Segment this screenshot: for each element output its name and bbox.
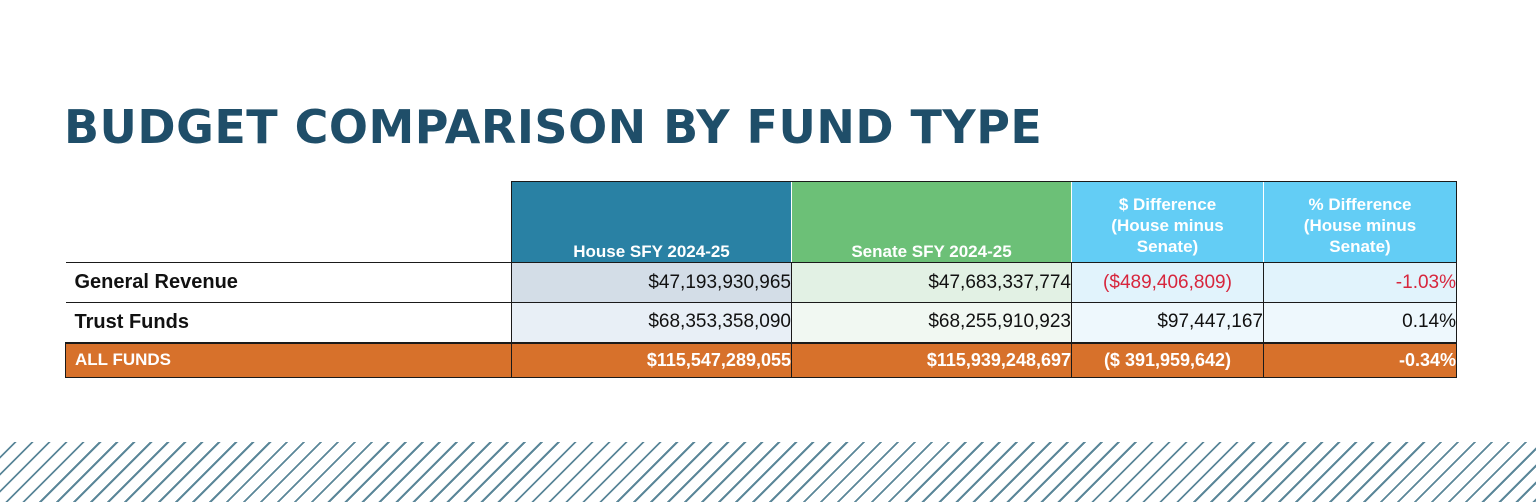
row-label: General Revenue	[65, 262, 512, 303]
header-house: House SFY 2024-25	[511, 181, 792, 263]
decorative-diagonal-stripes	[0, 442, 1536, 502]
cell-dollar-difference: ($489,406,809)	[1071, 262, 1264, 303]
cell-percent-difference: 0.14%	[1263, 302, 1457, 343]
total-house: $115,547,289,055	[511, 341, 792, 378]
total-percent-difference: -0.34%	[1263, 341, 1457, 378]
total-senate: $115,939,248,697	[791, 341, 1072, 378]
cell-senate: $47,683,337,774	[791, 262, 1072, 303]
total-dollar-difference: ($ 391,959,642)	[1071, 341, 1264, 378]
header-blank	[65, 181, 512, 263]
row-label: Trust Funds	[65, 302, 512, 343]
header-dollar-difference-line2: (House minus	[1111, 216, 1224, 235]
cell-house: $68,353,358,090	[511, 302, 792, 343]
table-header-row: House SFY 2024-25 Senate SFY 2024-25 $ D…	[65, 181, 1457, 263]
header-senate: Senate SFY 2024-25	[791, 181, 1072, 263]
header-dollar-difference-line1: $ Difference	[1118, 195, 1217, 214]
header-percent-difference: % Difference (House minus Senate)	[1263, 181, 1457, 263]
page-title: BUDGET COMPARISON BY FUND TYPE	[64, 100, 1043, 154]
header-dollar-difference-line3: Senate)	[1136, 237, 1199, 256]
table-row-all-funds-total: ALL FUNDS $115,547,289,055 $115,939,248,…	[65, 341, 1457, 378]
total-label: ALL FUNDS	[65, 341, 512, 378]
cell-percent-difference: -1.03%	[1263, 262, 1457, 303]
cell-senate: $68,255,910,923	[791, 302, 1072, 343]
cell-house: $47,193,930,965	[511, 262, 792, 303]
header-percent-difference-line2: (House minus	[1303, 216, 1417, 235]
header-percent-difference-line1: % Difference	[1308, 195, 1412, 214]
header-dollar-difference: $ Difference (House minus Senate)	[1071, 181, 1264, 263]
cell-dollar-difference: $97,447,167	[1071, 302, 1264, 343]
budget-comparison-table: House SFY 2024-25 Senate SFY 2024-25 $ D…	[65, 181, 1457, 378]
table-row-general-revenue: General Revenue $47,193,930,965 $47,683,…	[65, 262, 1457, 303]
header-percent-difference-line3: Senate)	[1329, 237, 1391, 256]
table-row-trust-funds: Trust Funds $68,353,358,090 $68,255,910,…	[65, 302, 1457, 343]
